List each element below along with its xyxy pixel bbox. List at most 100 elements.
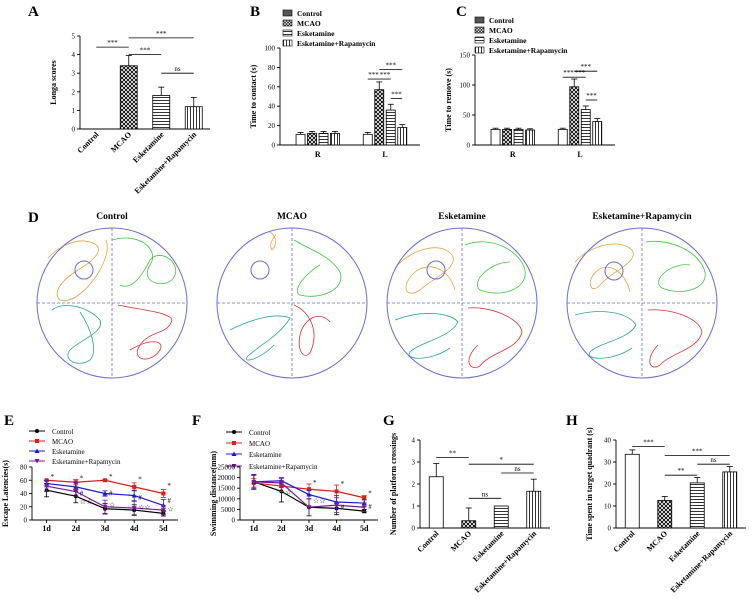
y-tick-label: 1	[72, 107, 76, 115]
legend-panel-f: Control MCAO Esketamine Esketamine+Rapam…	[226, 429, 318, 471]
bar	[318, 132, 329, 146]
bar	[330, 132, 340, 146]
trace-title-control: Control	[96, 212, 128, 222]
significance-label: ***	[386, 61, 397, 69]
trace-green	[293, 239, 342, 297]
data-point	[103, 478, 107, 483]
y-axis-label: Time to remove (s)	[444, 68, 453, 132]
legend-marker-esketamine	[34, 448, 40, 453]
y-tick-label: 4	[412, 437, 416, 445]
data-point	[278, 480, 284, 486]
bar	[569, 86, 580, 146]
chart-panel-h: 0 10 20 30 40 Time spent in target quadrant (…	[585, 427, 746, 595]
annotation: *	[109, 473, 113, 481]
legend-label-control: Control	[489, 16, 514, 25]
legend-swatch-esketamine	[282, 29, 293, 37]
legend-label-control: Control	[297, 9, 322, 18]
significance-label: ***	[643, 439, 654, 447]
y-tick-label: 30	[604, 459, 612, 467]
y-tick-label: 10000	[218, 495, 236, 503]
x-tick-label: Esketamine	[667, 529, 702, 564]
y-tick-label: 100	[265, 45, 276, 53]
y-tick-label: 4	[72, 51, 76, 59]
bar	[152, 95, 171, 130]
bar	[428, 476, 444, 529]
y-tick-label: 100	[460, 82, 471, 90]
y-tick-label: 0	[272, 142, 276, 150]
y-tick-label: 0	[608, 525, 612, 533]
x-tick-label: Esketamine	[131, 130, 166, 165]
significance-label: ***	[156, 30, 167, 38]
bar	[689, 482, 705, 529]
bar	[307, 132, 317, 146]
annotation: ☆	[167, 505, 173, 513]
bar	[493, 505, 509, 529]
trace-teal	[574, 311, 637, 359]
trace-panel-rapamycin: Esketamine+Rapamycin	[566, 212, 718, 379]
bar	[374, 89, 385, 146]
panel-label-d: D	[28, 210, 39, 226]
platform-circle	[250, 260, 270, 280]
panel-label-f: F	[192, 413, 201, 429]
x-tick-label: 3d	[305, 524, 314, 533]
legend-marker-esketamine	[231, 451, 237, 456]
data-point	[44, 484, 50, 489]
x-tick-label: MCAO	[645, 529, 669, 553]
x-tick-label: 2d	[277, 524, 286, 533]
x-tick-label: MCAO	[109, 130, 133, 154]
x-tick-label: Esketamine+Rapamycin	[133, 130, 199, 196]
trace-teal	[51, 305, 101, 364]
bar	[362, 133, 373, 146]
panel-label-e: E	[4, 413, 14, 429]
trace-teal	[394, 313, 459, 359]
bar	[513, 128, 524, 146]
x-tick-label: R	[315, 150, 321, 159]
significance-label: ***	[140, 47, 151, 55]
x-tick-label: 2d	[72, 524, 81, 533]
legend-panel-c: Control MCAO Esketamine Esketamine+Rapam…	[474, 16, 568, 55]
significance-label: **	[449, 450, 457, 458]
data-point	[132, 484, 137, 489]
bar	[397, 127, 408, 146]
y-tick-label: 40	[604, 437, 612, 445]
y-tick-label: 0	[24, 517, 28, 525]
annotation: ☆☆	[80, 498, 93, 506]
x-tick-label: Control	[76, 130, 102, 156]
y-tick-label: 15000	[218, 485, 236, 493]
annotation: *	[167, 482, 171, 490]
data-point	[361, 505, 367, 510]
data-point	[131, 492, 137, 498]
legend-label-esketamine: Esketamine	[249, 451, 282, 459]
y-tick-label: 1	[412, 503, 416, 511]
trace-orange	[394, 247, 456, 294]
y-tick-label: 2	[412, 481, 416, 489]
legend-label-mcao: MCAO	[52, 438, 73, 446]
y-tick-label: 3	[72, 70, 76, 78]
legend-swatch-control	[282, 9, 293, 17]
x-tick-label: 5d	[360, 524, 369, 533]
annotation: ☆	[285, 489, 291, 497]
y-tick-label: 3	[412, 459, 416, 467]
data-point	[160, 508, 166, 513]
y-tick-label: 60	[20, 477, 28, 485]
significance-label: ns	[710, 456, 717, 464]
y-tick-label: 10	[604, 503, 612, 511]
y-tick-label: 0	[72, 126, 76, 134]
legend-label-control: Control	[52, 428, 73, 436]
bar	[295, 133, 306, 146]
platform-circle	[74, 260, 94, 280]
annotation: #	[167, 497, 171, 505]
x-tick-label: Control	[416, 529, 442, 555]
y-tick-label: 20	[604, 481, 612, 489]
data-point	[251, 479, 257, 485]
x-tick-label: L	[577, 150, 582, 159]
trace-teal	[229, 315, 291, 361]
annotation: #	[368, 503, 372, 511]
annotation: #	[341, 503, 345, 511]
data-point	[131, 506, 137, 511]
y-axis-label: Escape Latencies(s)	[1, 460, 10, 527]
chart-panel-g: 0 1 2 3 4 Number of platform crossings Control…	[389, 433, 550, 595]
trace-red	[117, 304, 173, 360]
panel-label-a: A	[28, 4, 39, 20]
